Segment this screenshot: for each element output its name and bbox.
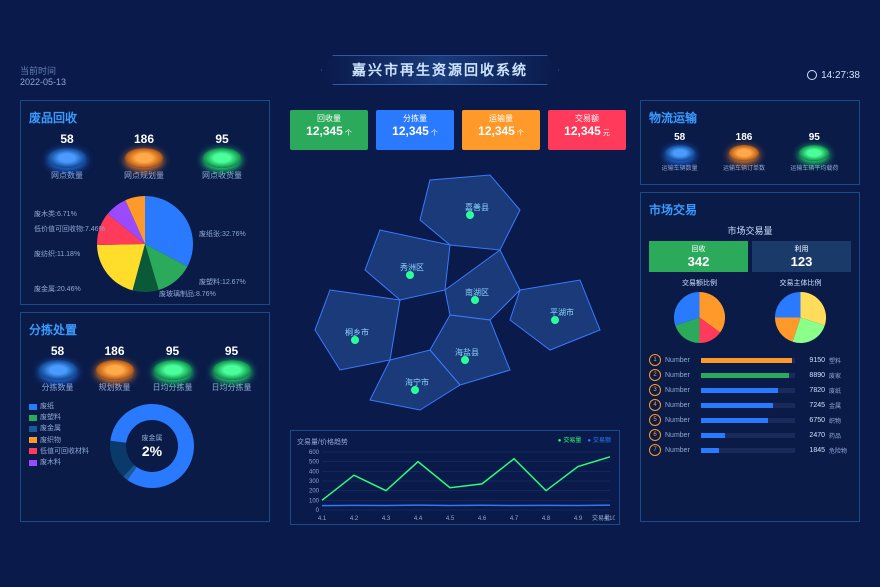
kpi-row: 回收量12,345个分拣量12,345个运输量12,345个交易额12,345元 [290,110,626,150]
svg-text:4.4: 4.4 [414,516,423,522]
panel-title-waste: 废品回收 [29,109,261,126]
map[interactable]: 嘉善县 秀洲区 南湖区 桐乡市 海盐县 平湖市 海宁市 [290,160,620,420]
bar-row: 2Number8890废家 [649,369,851,381]
svg-text:400: 400 [309,469,320,475]
panel-sort: 分拣处置 58分拣数量 186规划数量 95日均分拣量 95日均分拣量 废纸废塑料废金… [20,312,270,522]
svg-text:4.6: 4.6 [478,516,487,522]
waste-discs: 58网点数量 186网点规划量 95网点收货量 [29,132,261,181]
svg-text:100: 100 [309,498,320,504]
svg-text:南湖区: 南湖区 [465,287,489,297]
mini-pie-label-1: 交易额比例 [672,278,727,288]
svg-text:平湖市: 平湖市 [550,307,574,317]
line-legend: 交易量 交易额 [558,435,611,444]
clock-time: 14:27:38 [821,70,860,81]
panel-title-market: 市场交易 [649,201,851,218]
waste-pie: 废纸张:32.76%废塑料:12.67%废玻璃制品:8.76%废金属:20.46… [29,189,261,299]
market-subtitle: 市场交易量 [649,224,851,237]
svg-text:500: 500 [309,460,320,466]
panel-transport: 物流运输 58运输车辆数量 186运输车辆订单数 95运输车辆平均载荷 [640,100,860,185]
svg-text:秀洲区: 秀洲区 [400,262,424,272]
sort-discs: 58分拣数量 186规划数量 95日均分拣量 95日均分拣量 [29,344,261,393]
svg-text:海盐县: 海盐县 [455,347,479,357]
svg-text:600: 600 [309,450,320,456]
svg-text:4.1: 4.1 [318,516,327,522]
date-block: 当前时间 2022-05-13 [20,64,66,87]
disc-stat: 95日均分拣量 [212,344,252,393]
line-chart: 交易量/价格趋势 交易量 交易额 01002003004005006004.14… [290,430,620,525]
panel-title-sort: 分拣处置 [29,321,261,338]
date-value: 2022-05-13 [20,77,66,87]
svg-text:桐乡市: 桐乡市 [345,327,369,337]
disc-stat: 58网点数量 [48,132,86,181]
kpi-card: 回收量12,345个 [290,110,368,150]
svg-text:4.8: 4.8 [542,516,551,522]
trade-boxes: 回收 342 利用 123 [649,241,851,272]
svg-text:4.2: 4.2 [350,516,359,522]
svg-text:300: 300 [309,479,320,485]
panel-market: 市场交易 市场交易量 回收 342 利用 123 交易额比例 交易主体比例 1N… [640,192,860,522]
trade-box-use: 利用 123 [752,241,851,272]
disc-stat: 58运输车辆数量 [662,132,698,172]
svg-text:200: 200 [309,489,320,495]
bar-row: 5Number6750织物 [649,414,851,426]
panel-waste: 废品回收 58网点数量 186网点规划量 95网点收货量 废纸张:32.76%废塑料… [20,100,270,305]
disc-stat: 95日均分拣量 [153,344,193,393]
bar-row: 7Number1845危险物 [649,444,851,456]
disc-stat: 186运输车辆订单数 [723,132,765,172]
svg-text:4.5: 4.5 [446,516,455,522]
clock-icon [807,70,817,80]
mini-pies: 交易额比例 交易主体比例 [649,278,851,348]
bar-row: 6Number2470药品 [649,429,851,441]
sort-legend: 废纸废塑料废金属废织物低值可回收材料废木料 [29,401,89,491]
svg-text:4.3: 4.3 [382,516,391,522]
bar-row: 3Number7820废纸 [649,384,851,396]
disc-stat: 186网点规划量 [124,132,164,181]
market-bars: 1Number9150塑料 2Number8890废家 3Number7820废纸 4… [649,354,851,456]
title-bar: 嘉兴市再生资源回收系统 [321,55,559,85]
sort-donut: 废金属 2% [107,401,197,491]
panel-title-transport: 物流运输 [649,109,851,126]
kpi-card: 运输量12,345个 [462,110,540,150]
bar-row: 4Number7245金属 [649,399,851,411]
page-title: 嘉兴市再生资源回收系统 [352,60,528,80]
disc-stat: 95运输车辆平均载荷 [790,132,838,172]
date-label: 当前时间 [20,64,66,77]
disc-stat: 95网点收货量 [202,132,242,181]
disc-stat: 58分拣数量 [39,344,77,393]
transport-discs: 58运输车辆数量 186运输车辆订单数 95运输车辆平均载荷 [649,132,851,172]
donut-value: 2% [142,443,163,459]
svg-text:嘉善县: 嘉善县 [465,202,489,212]
disc-stat: 186规划数量 [96,344,134,393]
clock: 14:27:38 [807,70,860,81]
trade-box-recycle: 回收 342 [649,241,748,272]
svg-text:海宁市: 海宁市 [405,377,429,387]
mini-pie-label-2: 交易主体比例 [773,278,828,288]
kpi-card: 分拣量12,345个 [376,110,454,150]
svg-text:0: 0 [316,508,320,514]
kpi-card: 交易额12,345元 [548,110,626,150]
svg-text:4.9: 4.9 [574,516,583,522]
svg-text:4.7: 4.7 [510,516,519,522]
donut-label: 废金属 [142,433,163,443]
svg-text:交易量: 交易量 [592,514,610,522]
bar-row: 1Number9150塑料 [649,354,851,366]
